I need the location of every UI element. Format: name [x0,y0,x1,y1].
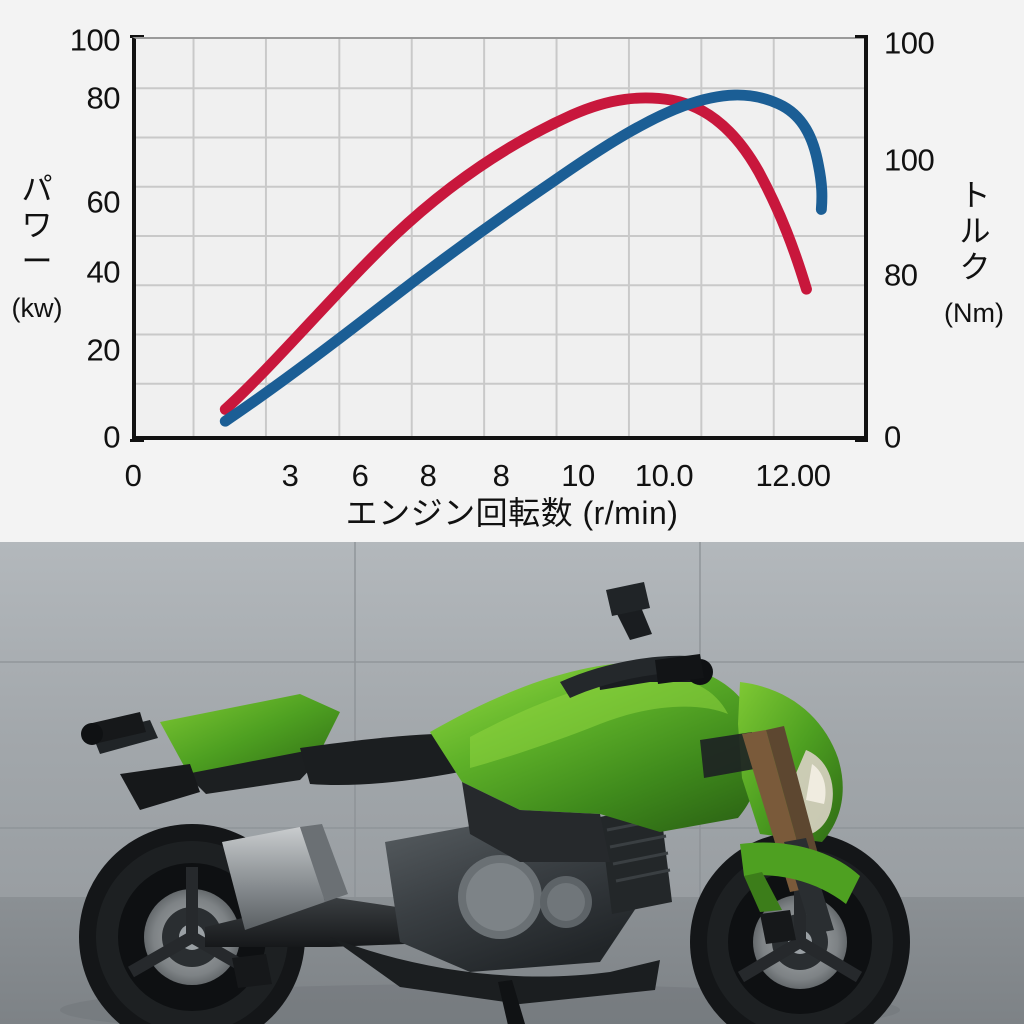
y-axis-right-title-char-1: ル [959,214,991,249]
power-curve [219,89,828,427]
y-left-tick-20: 20 [86,332,121,368]
x-tick-10: 10 [561,458,595,493]
y-left-tick-40: 40 [86,254,121,290]
y-axis-right-title-char-2: ク [959,250,991,285]
y-left-tick-60: 60 [86,184,121,220]
y-axis-right-unit: (Nm) [944,298,1004,328]
y-axis-right-title-char-0: ト [959,178,991,213]
x-tick-3: 3 [281,458,299,493]
y-right-tick-0: 0 [884,419,901,455]
x-tick-10-0: 10.0 [634,458,694,493]
y-axis-left-title: パ ワ ー [14,172,60,280]
x-axis-title: エンジン回転数 (r/min) [345,495,679,531]
right-axis-bottom-cap [855,439,868,442]
motorcycle-photo [0,542,1024,1024]
y-axis-right-title: ト ル ク [952,178,998,286]
plot-area [132,37,866,440]
x-tick-8a: 8 [419,458,437,493]
y-right-tick-top: 100 [884,25,935,61]
motorcycle-illustration [0,542,1024,1024]
y-axis-left-title-char-1: ワ [21,208,53,243]
left-axis-bottom-cap [130,439,144,442]
y-right-tick-100: 100 [884,142,935,178]
chart-gridlines [136,39,864,436]
torque-curve [219,92,812,415]
x-tick-0: 0 [124,458,142,493]
performance-chart: 100 80 60 40 20 0 100 100 80 0 0 3 6 8 8… [11,22,1004,531]
y-left-tick-100: 100 [69,22,121,58]
y-axis-left-title-char-2: ー [21,244,53,279]
right-axis-top-cap [855,35,868,38]
x-tick-8b: 8 [492,458,510,493]
y-left-tick-80: 80 [86,80,121,116]
left-axis-top-cap [130,35,144,38]
y-axis-left-unit: (kw) [11,293,63,323]
x-tick-6: 6 [351,458,369,493]
right-axis-line [864,35,868,442]
x-tick-12-00: 12.00 [755,458,831,493]
chart-curves [219,89,828,427]
y-right-tick-80: 80 [884,257,918,293]
y-left-tick-0: 0 [103,419,120,455]
y-axis-left-title-char-0: パ [21,172,53,207]
